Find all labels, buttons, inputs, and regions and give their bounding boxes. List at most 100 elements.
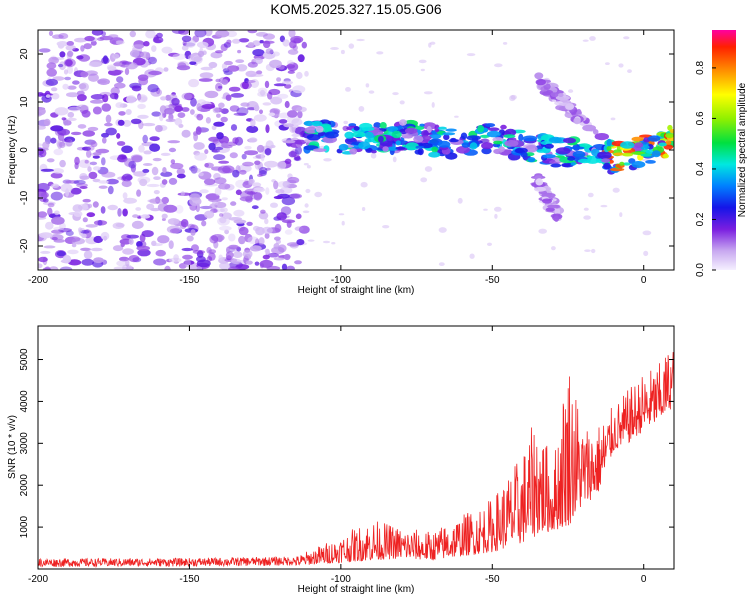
- noise-blob: [181, 92, 193, 100]
- noise-blob: [131, 155, 143, 163]
- noise-blob: [273, 83, 287, 87]
- noise-blob: [137, 94, 148, 103]
- noise-blob: [38, 107, 46, 116]
- noise-blob: [38, 182, 50, 192]
- noise-blob: [109, 92, 119, 100]
- noise-blob: [164, 107, 175, 115]
- noise-blob: [48, 56, 59, 64]
- noise-blob: [242, 249, 253, 259]
- noise-blob: [76, 104, 89, 111]
- noise-blob: [229, 152, 238, 159]
- noise-blob: [233, 112, 247, 116]
- noise-blob: [162, 167, 167, 174]
- noise-blob: [101, 157, 106, 166]
- snr-series-line: [38, 352, 674, 569]
- main-track-blob: [603, 162, 611, 170]
- faint-blob: [343, 120, 349, 125]
- faint-blob: [428, 42, 432, 48]
- noise-blob: [230, 93, 244, 98]
- noise-blob: [151, 111, 162, 117]
- main-track-blob: [312, 148, 327, 153]
- main-track-blob: [527, 157, 536, 163]
- noise-blob: [221, 79, 229, 85]
- main-track-blob: [413, 135, 424, 143]
- y-tick-label: 10: [19, 96, 30, 108]
- main-track-blob: [592, 129, 599, 135]
- faint-blob: [583, 215, 591, 220]
- noise-blob: [80, 71, 89, 78]
- noise-blob: [215, 78, 221, 83]
- noise-blob: [220, 116, 228, 123]
- noise-blob: [59, 51, 66, 58]
- main-track-blob: [622, 162, 631, 166]
- noise-blob: [112, 53, 120, 60]
- rising-branch-blob: [558, 93, 564, 97]
- noise-blob: [206, 247, 212, 254]
- spectrogram-y-ticks: -20 -10 0 10 20: [19, 48, 674, 253]
- faint-blob: [438, 262, 445, 266]
- noise-blob: [210, 51, 223, 59]
- noise-blob: [115, 102, 124, 109]
- noise-blob: [286, 64, 296, 69]
- noise-blob: [128, 255, 140, 263]
- noise-blob: [132, 214, 139, 218]
- main-track-blob: [382, 146, 389, 152]
- noise-blob: [252, 182, 262, 187]
- faint-blob: [642, 230, 652, 236]
- noise-blob: [253, 191, 262, 201]
- colorbar-tick-label: 0.8: [695, 61, 706, 75]
- noise-blob: [258, 166, 268, 175]
- noise-blob: [121, 145, 133, 154]
- faint-blob: [341, 220, 345, 226]
- noise-blob: [92, 152, 102, 156]
- faint-blob: [469, 253, 475, 259]
- main-track-blob: [601, 158, 610, 163]
- faint-blob: [502, 42, 508, 45]
- noise-blob: [93, 166, 101, 171]
- main-track-blob: [631, 136, 644, 142]
- main-track-blob: [364, 131, 374, 139]
- noise-blob: [100, 231, 110, 241]
- noise-blob: [120, 242, 125, 248]
- noise-blob: [288, 30, 296, 38]
- main-track-blob: [338, 143, 349, 151]
- noise-blob: [105, 114, 112, 124]
- noise-blob: [46, 68, 57, 77]
- x-tick-label: -150: [179, 275, 199, 286]
- rising-branch-blob: [534, 72, 544, 80]
- noise-blob: [270, 96, 283, 105]
- noise-blob: [270, 144, 276, 149]
- noise-blob: [38, 48, 51, 53]
- noise-blob: [264, 148, 272, 156]
- noise-blob: [224, 229, 230, 235]
- noise-blob: [66, 41, 75, 46]
- noise-blob: [235, 189, 242, 196]
- noise-blob: [98, 180, 109, 184]
- noise-blob: [82, 130, 95, 137]
- noise-blob: [252, 49, 265, 57]
- noise-blob: [190, 165, 198, 174]
- main-track-blob: [503, 134, 516, 139]
- noise-blob: [216, 113, 221, 118]
- faint-blob: [302, 210, 310, 214]
- main-track-blob: [669, 129, 674, 134]
- noise-blob: [90, 99, 104, 104]
- falling-branch-blob: [534, 186, 546, 192]
- main-track-blob: [437, 140, 451, 148]
- noise-blob: [278, 119, 288, 124]
- noise-blob: [267, 252, 279, 258]
- noise-blob: [170, 159, 176, 165]
- noise-blob: [56, 250, 66, 257]
- noise-blob: [220, 207, 228, 213]
- noise-blob: [85, 70, 98, 76]
- noise-blob: [142, 168, 150, 173]
- faint-blob: [587, 192, 594, 198]
- noise-blob: [76, 183, 88, 188]
- noise-blob: [171, 97, 180, 106]
- main-track-blob: [597, 151, 612, 160]
- noise-blob: [93, 257, 104, 264]
- x-tick-label: -150: [179, 574, 199, 585]
- noise-blob: [173, 254, 179, 262]
- noise-blob: [261, 226, 273, 235]
- noise-blob: [201, 128, 207, 133]
